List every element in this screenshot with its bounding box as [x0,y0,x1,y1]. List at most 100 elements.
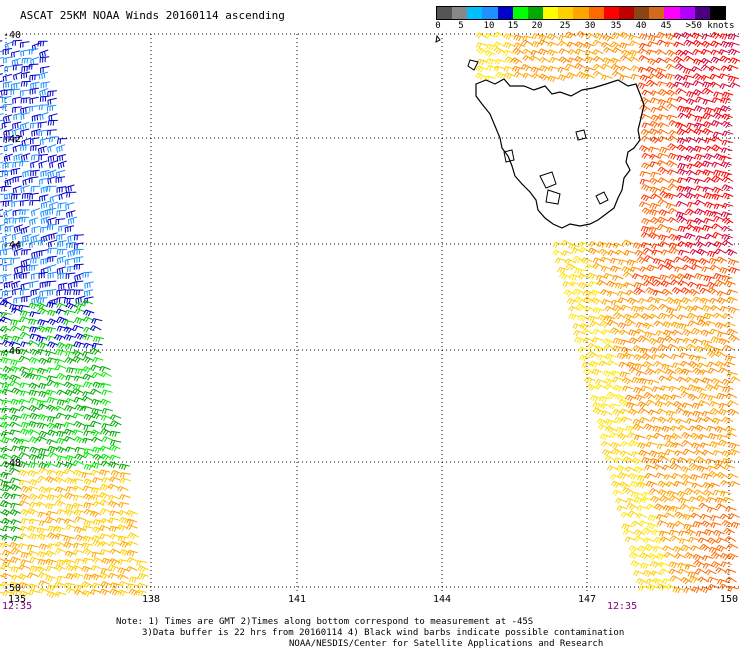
wind-barb [665,481,678,488]
wind-barb [37,533,49,541]
wind-barb [39,137,50,146]
wind-barb [719,83,731,90]
wind-barb [0,479,4,481]
wind-barb [74,516,86,523]
wind-barb [611,32,624,40]
wind-barb [614,394,627,402]
wind-barb [677,241,690,248]
wind-barb [622,487,634,495]
wind-barb [721,91,734,99]
wind-barb [711,347,724,355]
wind-barb [56,341,68,350]
wind-barb [73,526,86,534]
wind-barb [28,382,41,390]
wind-barb [92,477,104,484]
wind-barb [706,506,719,513]
wind-barb [28,264,39,272]
wind-barb [3,209,13,218]
wind-barb [531,41,543,48]
wind-barb [691,338,704,345]
wind-barb [529,55,541,62]
wind-barb [47,90,57,97]
wind-barb [20,144,30,151]
wind-barb [714,322,727,330]
wind-barb [572,323,584,330]
wind-barb [675,200,688,207]
wind-barb [664,449,677,456]
wind-barb [643,280,655,287]
wind-barb [726,289,738,296]
wind-barb [688,360,700,369]
wind-barb [710,31,723,40]
lon-tick-label: 135 [8,594,26,605]
wind-barb [0,455,5,459]
wind-barb [37,587,50,594]
wind-barb [651,529,663,536]
wind-barb [37,572,50,579]
wind-barb [28,302,40,310]
wind-barb [648,232,660,240]
wind-barb [707,433,720,440]
wind-barb [107,483,120,490]
wind-barb [628,329,640,337]
legend-swatch [482,7,498,19]
wind-barb [0,471,12,479]
wind-barb [572,255,585,264]
wind-barb [19,316,31,323]
wind-barb [39,88,49,97]
wind-barb [592,262,605,269]
wind-barb [617,472,630,480]
wind-barb [663,474,676,481]
wind-barb [0,357,12,364]
wind-barb [709,401,721,407]
wind-barb [91,408,103,415]
wind-barb [636,578,648,586]
wind-barb [662,578,674,585]
wind-barb [18,479,31,486]
wind-barb [671,287,684,295]
wind-barb [37,319,49,326]
wind-barb [715,544,728,552]
wind-barb [717,578,729,585]
wind-barb [8,348,21,355]
wind-barb [700,57,713,66]
wind-barb [37,239,48,246]
wind-barb [0,488,5,492]
wind-barb [600,265,613,272]
wind-barb [678,385,690,393]
wind-barb [700,473,713,480]
legend-label: 35 [610,21,622,31]
wind-barb [47,445,59,453]
wind-barb [702,87,714,95]
wind-barb [56,372,68,381]
wind-barb [40,216,51,225]
wind-barb [66,242,77,249]
wind-barb [638,297,650,304]
wind-barb [40,66,50,74]
wind-barb [83,573,95,581]
wind-barb [634,535,646,542]
wind-barb [726,328,738,336]
wind-barb [30,234,40,243]
wind-barb [45,558,57,566]
wind-barb [642,569,655,577]
wind-barb [127,532,140,540]
wind-barb [36,367,49,375]
wind-barb [721,139,733,146]
wind-barb [682,81,694,89]
wind-barb [30,137,40,145]
wind-barb [53,476,66,484]
wind-barb [675,49,687,57]
wind-barb [699,287,712,294]
wind-barb [710,515,722,522]
wind-barb [39,177,49,185]
wind-barb [692,89,705,97]
wind-barb [56,302,68,309]
wind-barb [27,572,39,579]
wind-barb [721,458,733,465]
wind-barb [641,217,653,225]
wind-barb [74,446,86,453]
wind-barb [665,307,678,315]
wind-barb [671,362,684,369]
wind-barb [3,143,14,152]
